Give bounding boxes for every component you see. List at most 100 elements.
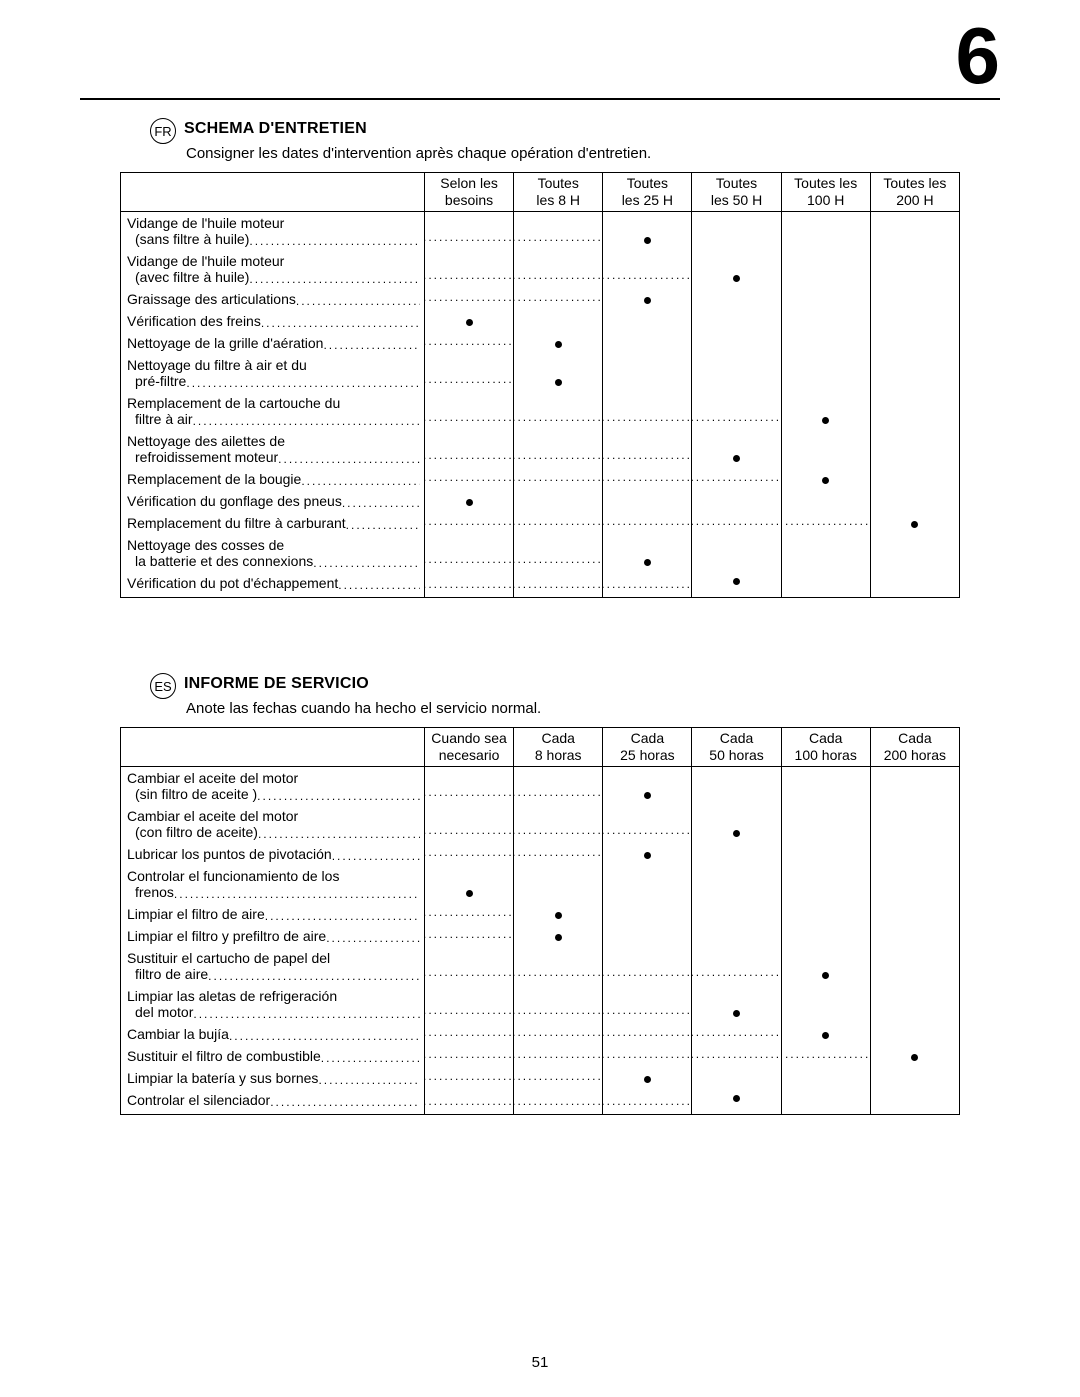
page: 6 FR SCHEMA D'ENTRETIEN Consigner les da… bbox=[0, 0, 1080, 1397]
section-fr: FR SCHEMA D'ENTRETIEN Consigner les date… bbox=[120, 115, 960, 598]
interval-cell bbox=[692, 843, 781, 865]
interval-cell: ........................................… bbox=[514, 288, 603, 310]
bullet-icon bbox=[555, 341, 562, 348]
column-header: Toutesles 50 H bbox=[692, 173, 781, 212]
interval-cell bbox=[781, 805, 870, 843]
interval-cell bbox=[514, 332, 603, 354]
bullet-icon bbox=[644, 297, 651, 304]
task-label: Nettoyage des ailettes derefroidissement… bbox=[121, 430, 425, 468]
interval-cell bbox=[781, 766, 870, 805]
interval-cell: ........................................… bbox=[514, 805, 603, 843]
section-header: FR SCHEMA D'ENTRETIEN bbox=[150, 115, 960, 141]
interval-cell: ........................................… bbox=[424, 805, 513, 843]
task-label: Vérification du pot d'échappement.......… bbox=[121, 572, 425, 598]
interval-cell bbox=[781, 925, 870, 947]
interval-cell bbox=[870, 534, 959, 572]
interval-cell bbox=[781, 490, 870, 512]
task-label: Limpiar el filtro y prefiltro de aire...… bbox=[121, 925, 425, 947]
lang-badge-es: ES bbox=[150, 673, 176, 699]
interval-cell bbox=[781, 310, 870, 332]
interval-cell bbox=[781, 250, 870, 288]
interval-cell bbox=[424, 490, 513, 512]
interval-cell bbox=[781, 903, 870, 925]
bullet-icon bbox=[466, 890, 473, 897]
interval-cell bbox=[692, 865, 781, 903]
bullet-icon bbox=[822, 1032, 829, 1039]
interval-cell bbox=[692, 332, 781, 354]
interval-cell bbox=[870, 805, 959, 843]
interval-cell bbox=[870, 288, 959, 310]
interval-cell: ........................................… bbox=[514, 250, 603, 288]
interval-cell: ........................................… bbox=[603, 805, 692, 843]
section-title: INFORME DE SERVICIO bbox=[184, 675, 369, 693]
interval-cell bbox=[781, 468, 870, 490]
column-header: Cada100 horas bbox=[781, 728, 870, 767]
interval-cell bbox=[514, 490, 603, 512]
interval-cell bbox=[692, 534, 781, 572]
interval-cell: ........................................… bbox=[514, 766, 603, 805]
section-subtitle: Consigner les dates d'intervention après… bbox=[186, 145, 960, 162]
interval-cell: ........................................… bbox=[424, 903, 513, 925]
interval-cell: ........................................… bbox=[424, 468, 513, 490]
bullet-icon bbox=[733, 1095, 740, 1102]
interval-cell: ........................................… bbox=[603, 947, 692, 985]
interval-cell: ........................................… bbox=[692, 468, 781, 490]
interval-cell bbox=[692, 572, 781, 598]
task-label: Sustituir el filtro de combustible......… bbox=[121, 1045, 425, 1067]
column-header-task bbox=[121, 173, 425, 212]
section-es: ES INFORME DE SERVICIO Anote las fechas … bbox=[120, 670, 960, 1115]
section-title: SCHEMA D'ENTRETIEN bbox=[184, 120, 367, 138]
task-label: Controlar el silenciador................… bbox=[121, 1089, 425, 1115]
interval-cell: ........................................… bbox=[514, 1089, 603, 1115]
task-label: Limpiar el filtro de aire...............… bbox=[121, 903, 425, 925]
interval-cell bbox=[870, 392, 959, 430]
interval-cell bbox=[692, 310, 781, 332]
interval-cell bbox=[781, 392, 870, 430]
interval-cell: ........................................… bbox=[424, 211, 513, 250]
interval-cell bbox=[603, 843, 692, 865]
interval-cell: ........................................… bbox=[514, 985, 603, 1023]
task-label: Nettoyage du filtre à air et dupré-filtr… bbox=[121, 354, 425, 392]
interval-cell: ........................................… bbox=[603, 512, 692, 534]
interval-cell bbox=[424, 310, 513, 332]
interval-cell: ........................................… bbox=[603, 985, 692, 1023]
column-header: Cada50 horas bbox=[692, 728, 781, 767]
section-subtitle: Anote las fechas cuando ha hecho el serv… bbox=[186, 700, 960, 717]
interval-cell bbox=[870, 468, 959, 490]
interval-cell: ........................................… bbox=[781, 512, 870, 534]
interval-cell: ........................................… bbox=[603, 250, 692, 288]
interval-cell bbox=[781, 1089, 870, 1115]
interval-cell bbox=[514, 903, 603, 925]
task-label: Cambiar el aceite del motor(sin filtro d… bbox=[121, 766, 425, 805]
task-label: Remplacement de la bougie...............… bbox=[121, 468, 425, 490]
task-label: Limpiar la batería y sus bornes.........… bbox=[121, 1067, 425, 1089]
interval-cell: ........................................… bbox=[603, 430, 692, 468]
interval-cell: ........................................… bbox=[692, 1045, 781, 1067]
interval-cell bbox=[692, 490, 781, 512]
column-header: Cada25 horas bbox=[603, 728, 692, 767]
interval-cell bbox=[870, 332, 959, 354]
interval-cell bbox=[692, 766, 781, 805]
interval-cell bbox=[692, 925, 781, 947]
interval-cell bbox=[870, 310, 959, 332]
interval-cell: ........................................… bbox=[514, 392, 603, 430]
interval-cell bbox=[692, 903, 781, 925]
interval-cell bbox=[870, 490, 959, 512]
task-label: Nettoyage des cosses dela batterie et de… bbox=[121, 534, 425, 572]
interval-cell bbox=[603, 903, 692, 925]
interval-cell: ........................................… bbox=[424, 288, 513, 310]
chapter-number: 6 bbox=[956, 16, 1001, 96]
interval-cell bbox=[870, 250, 959, 288]
interval-cell: ........................................… bbox=[424, 512, 513, 534]
interval-cell: ........................................… bbox=[692, 392, 781, 430]
column-header-task bbox=[121, 728, 425, 767]
column-header: Toutesles 25 H bbox=[603, 173, 692, 212]
interval-cell: ........................................… bbox=[424, 985, 513, 1023]
interval-cell: ........................................… bbox=[514, 534, 603, 572]
interval-cell: ........................................… bbox=[514, 947, 603, 985]
interval-cell bbox=[781, 985, 870, 1023]
interval-cell bbox=[781, 843, 870, 865]
interval-cell: ........................................… bbox=[514, 572, 603, 598]
interval-cell: ........................................… bbox=[514, 211, 603, 250]
interval-cell bbox=[781, 1067, 870, 1089]
